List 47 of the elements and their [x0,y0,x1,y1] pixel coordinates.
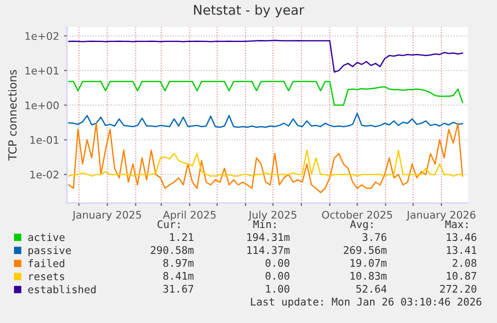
legend-label: active [28,233,65,242]
x-tick-label: January 2025 [72,210,142,221]
text: 3.76 [362,233,386,242]
text: 0.00 [266,272,290,280]
text: 13.46 [446,233,476,242]
text: 272.20 [440,284,476,293]
text: 8.41m [163,272,194,280]
text: 2.08 [452,259,476,267]
text: 1.00 [266,284,290,293]
text: 269.56m [344,246,387,254]
text: Max: [445,220,468,228]
y-tick-label: 1e+00 [25,101,59,110]
text: 290.58m [150,246,194,254]
y-tick-label: 1e-01 [30,136,58,144]
legend-label: failed [28,259,64,268]
text: 19.07m [350,259,387,267]
legend-label: established [28,285,96,294]
x-tick-label: April 2025 [162,210,216,221]
text: 0.00 [266,259,290,267]
text: 31.67 [163,284,194,293]
text: 10.83m [350,272,387,280]
text: Avg: [350,220,372,230]
x-tick-label: January 2026 [406,210,476,221]
text: Min: [253,220,276,228]
y-tick-label: 1e-02 [30,170,58,179]
text: Cur: [158,220,180,228]
text: 114.37m [247,246,290,254]
y-tick-label: 1e+01 [25,66,58,75]
line-series [68,40,464,73]
legend-label: passive [28,246,71,256]
y-axis-title: TCP connections [8,70,17,161]
x-tick-label: July 2025 [248,210,296,221]
text: 194.31m [247,233,290,242]
chart-title: Netstat - by year [194,4,304,18]
y-tick-label: 1e+02 [25,32,58,40]
text: 1.21 [170,233,194,241]
x-tick-label: October 2025 [322,210,392,219]
line-series [68,122,464,194]
text: 52.64 [356,284,387,293]
text: 10.87 [446,272,476,280]
line-series [68,112,464,128]
legend-label: resets [29,272,64,280]
text: 13.41 [446,246,476,254]
text: Last update: Mon Jan 26 03:10:46 2026 [251,298,482,308]
line-series [68,80,464,106]
text: 8.97m [163,259,194,267]
line-series [68,150,464,177]
